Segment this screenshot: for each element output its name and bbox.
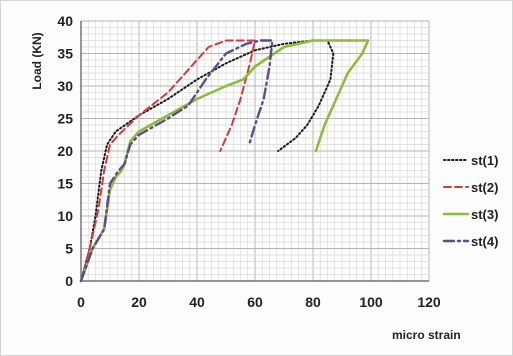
y-tick-label: 25: [57, 111, 73, 127]
series-line-3: [79, 39, 370, 283]
x-tick-label: 40: [189, 294, 205, 310]
y-tick-label: 15: [57, 176, 73, 192]
y-tick-label: 40: [57, 13, 73, 29]
y-tick-label: 10: [57, 208, 73, 224]
x-tick-labels: 0 20 40 60 80 100 120: [77, 294, 441, 310]
series-line-1: [80, 39, 335, 282]
y-tick-label: 35: [57, 46, 73, 62]
y-tick-label: 20: [57, 143, 73, 159]
x-tick-label: 0: [77, 294, 85, 310]
grid-lines: [80, 20, 430, 282]
x-tick-label: 80: [305, 294, 321, 310]
y-tick-label: 30: [57, 78, 73, 94]
legend-label-1: st(1): [471, 153, 498, 168]
x-axis-title: micro strain: [392, 328, 461, 342]
legend-label-3: st(3): [471, 207, 498, 222]
legend-label-2: st(2): [471, 180, 498, 195]
legend-label-4: st(4): [471, 234, 498, 249]
axes: [80, 21, 429, 282]
x-tick-label: 120: [417, 294, 441, 310]
x-tick-label: 60: [247, 294, 263, 310]
data-series: [79, 39, 370, 283]
y-tick-label: 5: [65, 241, 73, 257]
y-tick-label: 0: [65, 273, 73, 289]
legend: st(1) st(2) st(3) st(4): [442, 153, 498, 249]
x-tick-label: 100: [359, 294, 383, 310]
y-axis-title: Load (KN): [30, 32, 44, 89]
series-line-4: [79, 39, 274, 283]
y-tick-labels: 0 5 10 15 20 25 30 35 40: [57, 13, 73, 289]
x-tick-label: 20: [131, 294, 147, 310]
